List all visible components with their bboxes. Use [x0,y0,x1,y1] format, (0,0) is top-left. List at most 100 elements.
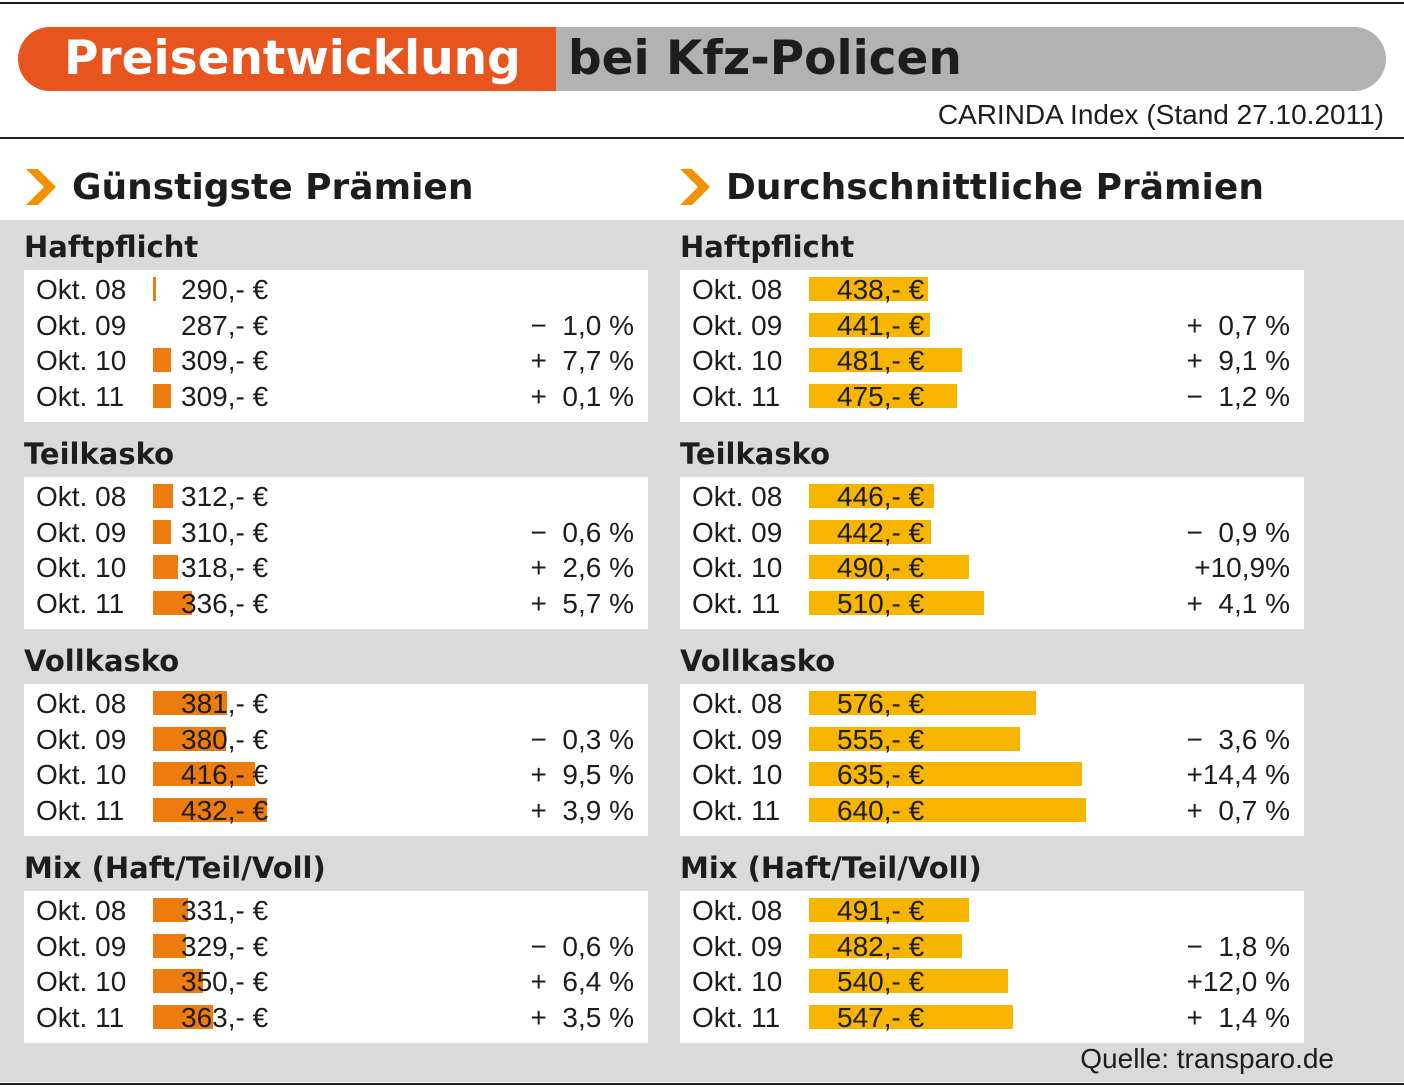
tick-label: Okt. 09 [692,516,783,548]
tick-label: Okt. 08 [36,895,127,926]
bar [809,726,1020,751]
tick-label: Okt. 09 [692,930,783,962]
tick-label: Okt. 10 [36,345,127,376]
header-rule [0,137,1404,139]
change-label: + 3,5 % [530,1001,634,1033]
data-label: 442,- € [837,516,925,548]
bar [809,933,962,958]
bar-row: Okt. 11 510,- € + 4,1 % [680,586,1304,621]
bar [809,555,969,579]
tick-label: Okt. 11 [692,794,781,826]
category-title: Haftpflicht [24,230,199,264]
change-label: − 0,9 % [1186,516,1290,548]
change-label: − 0,6 % [530,930,634,962]
category-panel: Okt. 08 576,- € Okt. 09 555,- € − 3,6 % Okt. … [680,684,1304,836]
bar-row: Okt. 10 318,- € + 2,6 % [24,550,648,585]
bar [809,691,1036,715]
bar-row: Okt. 11 547,- € + 1,4 % [680,1000,1304,1035]
bar [153,590,192,615]
tick-label: Okt. 08 [692,688,783,719]
bar-row: Okt. 08 491,- € [680,893,1304,928]
data-label: 576,- € [837,688,925,719]
change-label: − 0,3 % [530,723,634,755]
tick-label: Okt. 11 [692,380,781,412]
bar [809,797,1086,822]
data-label: 310,- € [181,516,269,548]
change-label: + 2,6 % [530,552,634,583]
category-panel: Okt. 08 446,- € Okt. 09 442,- € − 0,9 % Okt. … [680,477,1304,629]
data-label: 381,- € [181,688,269,719]
data-label: 555,- € [837,723,925,755]
bar [153,519,171,544]
category-section: Teilkasko Okt. 08 312,- € Okt. 09 310,- € − 0… [24,427,648,629]
bar-row: Okt. 09 287,- € − 1,0 % [24,308,648,343]
tick-label: Okt. 09 [692,723,783,755]
tick-label: Okt. 09 [692,309,783,341]
tick-label: Okt. 09 [36,516,127,548]
bar-row: Okt. 10 490,- € +10,9% [680,550,1304,585]
category-panel: Okt. 08 312,- € Okt. 09 310,- € − 0,6 % Okt. … [24,477,648,629]
change-label: + 0,7 % [1186,794,1290,826]
tick-label: Okt. 11 [36,380,125,412]
title-grey-band [518,27,1386,91]
change-label: +14,4 % [1186,759,1290,790]
change-label: + 0,1 % [530,380,634,412]
category-title: Mix (Haft/Teil/Voll) [680,851,982,885]
bar [153,484,173,508]
bar-row: Okt. 10 350,- € + 6,4 % [24,964,648,999]
data-label: 510,- € [837,587,925,619]
data-label: 540,- € [837,966,925,997]
change-label: +12,0 % [1186,966,1290,997]
tick-label: Okt. 08 [692,481,783,512]
column-heading-label: Durchschnittliche Prämien [726,166,1264,208]
bar-row: Okt. 11 475,- € − 1,2 % [680,379,1304,414]
bar-row: Okt. 08 446,- € [680,479,1304,514]
data-label: 640,- € [837,794,925,826]
change-label: + 7,7 % [530,345,634,376]
bar-row: Okt. 08 381,- € [24,686,648,721]
change-label: + 0,7 % [1186,309,1290,341]
bar [809,383,957,408]
bar-row: Okt. 08 312,- € [24,479,648,514]
bar-row: Okt. 10 540,- € +12,0 % [680,964,1304,999]
tick-label: Okt. 11 [692,587,781,619]
bar [809,762,1082,786]
tick-label: Okt. 11 [36,1001,125,1033]
bar-row: Okt. 09 555,- € − 3,6 % [680,722,1304,757]
bar-row: Okt. 09 442,- € − 0,9 % [680,515,1304,550]
category-title: Mix (Haft/Teil/Voll) [24,851,326,885]
bar [153,797,267,822]
bar-row: Okt. 11 432,- € + 3,9 % [24,793,648,828]
column-heading-cheapest: Günstigste Prämien [24,164,473,210]
data-label: 481,- € [837,345,925,376]
category-title: Vollkasko [24,644,180,678]
bar-row: Okt. 09 310,- € − 0,6 % [24,515,648,550]
data-label: 441,- € [837,309,925,341]
tick-label: Okt. 10 [36,552,127,583]
chevron-right-icon [26,169,56,205]
change-label: − 3,6 % [1186,723,1290,755]
data-label: 363,- € [181,1001,269,1033]
bar [809,1004,1013,1029]
tick-label: Okt. 10 [36,759,127,790]
tick-label: Okt. 08 [692,895,783,926]
tick-label: Okt. 11 [692,1001,781,1033]
data-label: 490,- € [837,552,925,583]
bar [809,898,969,922]
bar-row: Okt. 09 380,- € − 0,3 % [24,722,648,757]
data-label: 336,- € [181,587,269,619]
title-rest: bei Kfz-Policen [568,31,962,86]
change-label: − 0,6 % [530,516,634,548]
bar-row: Okt. 08 576,- € [680,686,1304,721]
tick-label: Okt. 08 [692,274,783,305]
bar-row: Okt. 09 482,- € − 1,8 % [680,929,1304,964]
bar-row: Okt. 10 416,- € + 9,5 % [24,757,648,792]
bar [153,969,203,993]
bar [153,383,171,408]
data-label: 287,- € [181,309,269,341]
tick-label: Okt. 09 [36,309,127,341]
change-label: + 9,1 % [1186,345,1290,376]
data-label: 329,- € [181,930,269,962]
tick-label: Okt. 08 [36,274,127,305]
data-label: 331,- € [181,895,269,926]
